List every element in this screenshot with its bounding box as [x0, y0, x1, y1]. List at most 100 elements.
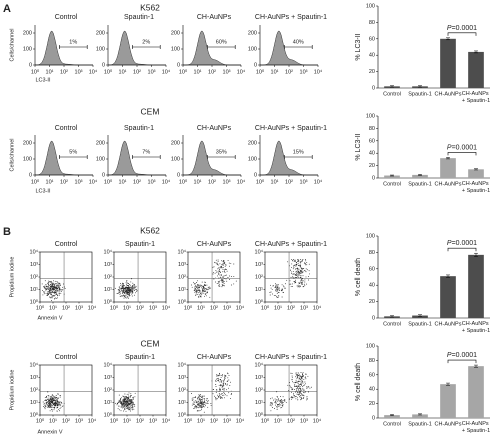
- dot: [122, 285, 124, 287]
- dot: [298, 386, 300, 387]
- dot: [204, 294, 206, 296]
- y-tick-label: 10⁰: [104, 298, 113, 305]
- y-tick-label: 80: [369, 20, 375, 26]
- dot: [221, 266, 222, 268]
- dot: [51, 408, 52, 410]
- dot: [275, 290, 277, 292]
- dot: [277, 404, 279, 406]
- dot: [218, 273, 219, 275]
- dot: [203, 406, 205, 408]
- gate: [132, 45, 161, 49]
- dot: [205, 398, 207, 400]
- dot: [45, 288, 47, 290]
- dot: [129, 405, 131, 407]
- x-tick-label: 10⁴: [236, 304, 245, 311]
- y-tick-label: 0: [102, 62, 105, 68]
- plot-frame: [187, 364, 241, 416]
- dot: [201, 397, 203, 398]
- dot: [282, 400, 284, 401]
- dot: [120, 401, 122, 403]
- dot: [196, 406, 198, 408]
- dot: [125, 283, 127, 285]
- dot: [127, 400, 129, 402]
- gate-label: 40%: [293, 39, 304, 45]
- x-axis-label: Annexin V: [37, 429, 62, 435]
- dot: [219, 274, 221, 276]
- dot: [299, 281, 301, 283]
- dot: [50, 289, 52, 291]
- dot: [134, 404, 135, 406]
- dot: [120, 283, 121, 285]
- dot: [59, 396, 61, 398]
- dot: [122, 289, 124, 291]
- dot: [124, 286, 126, 288]
- dot: [134, 290, 136, 291]
- dot: [56, 283, 58, 285]
- x-tick-label: 10⁰: [256, 68, 265, 75]
- dot: [281, 289, 283, 291]
- y-tick-label: 80: [369, 358, 375, 364]
- dot: [130, 291, 132, 292]
- dot: [60, 289, 62, 291]
- dot: [56, 407, 58, 409]
- dot: [117, 289, 119, 291]
- dot: [226, 383, 228, 385]
- dot: [197, 289, 199, 291]
- dot: [304, 284, 306, 286]
- dot: [201, 292, 203, 294]
- y-tick-label: 10¹: [104, 400, 112, 406]
- x-tick-label: 10³: [148, 179, 156, 185]
- dot: [224, 378, 226, 379]
- dot: [129, 284, 131, 285]
- dot: [299, 396, 301, 398]
- dot: [206, 288, 208, 290]
- dot: [297, 385, 299, 387]
- dot: [294, 386, 296, 387]
- dot: [125, 403, 127, 405]
- dot: [301, 381, 303, 383]
- y-tick-label: 10²: [104, 274, 112, 280]
- p-value: P=0.0001: [447, 240, 477, 247]
- y-tick-label: 10¹: [104, 287, 112, 293]
- dot: [194, 291, 196, 293]
- dot: [47, 399, 48, 400]
- dot: [127, 407, 129, 409]
- dot: [215, 397, 217, 398]
- x-tick-label: 10³: [75, 179, 83, 185]
- dot: [206, 284, 208, 286]
- dot: [122, 286, 124, 288]
- dot: [47, 283, 49, 285]
- dot: [49, 398, 51, 400]
- dot: [278, 287, 280, 289]
- dot: [223, 379, 225, 381]
- x-tick-label: 10¹: [119, 179, 127, 185]
- x-tick-label: 10³: [300, 69, 308, 75]
- dot: [135, 292, 136, 294]
- dot: [281, 406, 283, 408]
- dot: [198, 294, 200, 296]
- dot: [134, 405, 136, 407]
- dot: [128, 288, 130, 290]
- x-tick-label: 10¹: [197, 305, 205, 311]
- dot: [297, 382, 299, 384]
- y-tick-label: 0: [254, 172, 257, 178]
- dot: [295, 282, 296, 283]
- dot: [47, 283, 49, 284]
- dot: [298, 375, 300, 377]
- dot: [274, 401, 276, 402]
- dot: [131, 286, 133, 287]
- plot-title: Spautin-1: [124, 125, 154, 132]
- x-tick-label: 10²: [60, 179, 68, 185]
- dot: [300, 270, 302, 272]
- dot: [218, 282, 220, 284]
- dot: [276, 399, 278, 400]
- dot: [197, 400, 199, 402]
- dot: [56, 287, 57, 289]
- dot: [43, 403, 45, 405]
- dot: [283, 286, 285, 288]
- bar: [412, 174, 428, 178]
- dot: [218, 379, 219, 381]
- dot: [120, 402, 122, 404]
- dot: [123, 290, 125, 291]
- x-tick-label: Spautin-1: [408, 321, 432, 327]
